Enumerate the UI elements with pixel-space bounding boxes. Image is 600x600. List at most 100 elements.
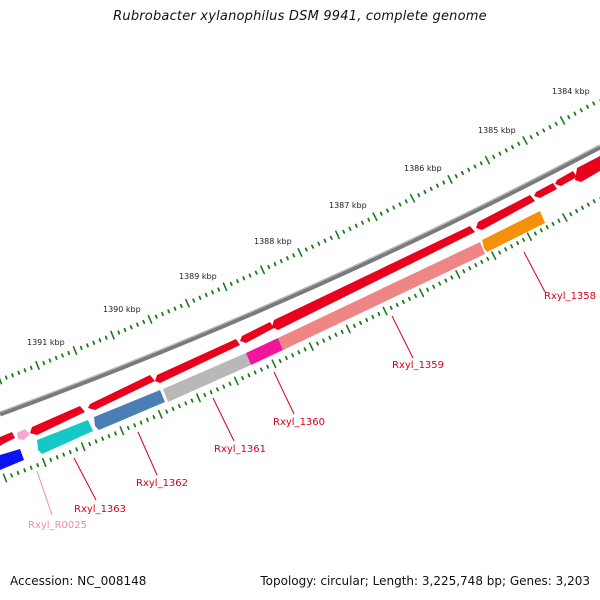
forward-gene[interactable] bbox=[555, 171, 577, 186]
major-tick bbox=[447, 175, 453, 184]
minor-tick bbox=[198, 295, 202, 300]
ruler-label: 1390 kbp bbox=[103, 305, 141, 314]
minor-tick bbox=[117, 330, 121, 335]
gene-rxyl-1358[interactable] bbox=[482, 211, 545, 252]
minor-tick bbox=[284, 355, 288, 361]
gene-rxyl-1363[interactable] bbox=[37, 420, 93, 454]
minor-tick bbox=[204, 292, 208, 298]
minor-tick bbox=[328, 335, 332, 340]
minor-tick bbox=[304, 247, 308, 252]
minor-tick bbox=[342, 229, 346, 234]
minor-tick bbox=[173, 306, 177, 311]
forward-gene[interactable] bbox=[88, 375, 155, 410]
major-tick bbox=[35, 360, 40, 371]
minor-tick bbox=[177, 403, 181, 409]
minor-tick bbox=[365, 317, 369, 323]
gene-rxyl-1362[interactable] bbox=[94, 390, 165, 430]
forward-gene[interactable] bbox=[534, 183, 557, 198]
minor-tick bbox=[377, 311, 381, 317]
minor-tick bbox=[554, 121, 558, 126]
reverse-gene-blue[interactable] bbox=[0, 449, 24, 470]
minor-tick bbox=[367, 217, 371, 222]
minor-tick bbox=[407, 296, 411, 302]
rna-gene-marker[interactable] bbox=[17, 429, 30, 440]
minor-tick bbox=[323, 238, 327, 243]
ruler-labels: 1384 kbp 1385 kbp 1386 kbp 1387 kbp 1388… bbox=[27, 87, 590, 347]
forward-gene[interactable] bbox=[240, 322, 274, 343]
gene-label-rxyl-1363: Rxyl_1363 bbox=[74, 504, 126, 515]
minor-tick bbox=[379, 211, 383, 216]
major-tick bbox=[418, 288, 425, 298]
minor-tick bbox=[203, 392, 207, 398]
minor-tick bbox=[371, 314, 375, 320]
major-tick bbox=[562, 213, 568, 222]
gene-rxyl-1360[interactable] bbox=[246, 338, 283, 365]
minor-tick bbox=[435, 183, 440, 188]
major-tick bbox=[157, 409, 163, 419]
minor-tick bbox=[86, 343, 89, 348]
minor-tick bbox=[340, 329, 344, 334]
minor-tick bbox=[348, 226, 352, 231]
minor-tick bbox=[401, 299, 405, 305]
minor-tick bbox=[184, 401, 188, 406]
major-tick bbox=[345, 324, 351, 334]
gene-rxyl-1359[interactable] bbox=[278, 242, 485, 350]
minor-tick bbox=[548, 125, 552, 130]
minor-tick bbox=[17, 370, 21, 375]
major-tick bbox=[41, 457, 47, 468]
minor-tick bbox=[303, 347, 307, 352]
minor-tick bbox=[569, 212, 573, 217]
callout-rxyl-r0025 bbox=[36, 470, 53, 516]
minor-tick bbox=[468, 266, 472, 271]
major-tick bbox=[409, 193, 416, 203]
forward-gene[interactable] bbox=[575, 156, 600, 182]
ruler-label: 1386 kbp bbox=[404, 164, 442, 173]
minor-tick bbox=[142, 319, 146, 325]
forward-gene[interactable] bbox=[30, 406, 85, 435]
minor-tick bbox=[429, 186, 433, 191]
major-tick bbox=[522, 136, 528, 145]
forward-gene[interactable] bbox=[476, 195, 535, 230]
minor-tick bbox=[545, 225, 549, 230]
major-tick bbox=[334, 230, 341, 240]
minor-tick bbox=[192, 298, 196, 303]
major-tick bbox=[233, 376, 239, 386]
major-tick bbox=[455, 269, 461, 279]
forward-gene[interactable] bbox=[272, 226, 475, 330]
gene-rxyl-1361[interactable] bbox=[163, 353, 251, 402]
minor-tick bbox=[61, 353, 64, 358]
minor-tick bbox=[92, 340, 96, 345]
minor-tick bbox=[171, 406, 175, 412]
major-tick bbox=[259, 265, 266, 275]
minor-tick bbox=[517, 141, 521, 146]
minor-tick bbox=[247, 373, 251, 378]
minor-tick bbox=[474, 262, 478, 268]
minor-tick bbox=[573, 111, 577, 116]
minor-tick bbox=[522, 237, 525, 242]
minor-tick bbox=[217, 287, 221, 292]
minor-tick bbox=[286, 256, 289, 261]
minor-tick bbox=[460, 170, 465, 176]
minor-tick bbox=[352, 323, 356, 329]
minor-tick bbox=[454, 174, 458, 179]
forward-gene[interactable] bbox=[155, 339, 240, 383]
minor-tick bbox=[165, 409, 169, 414]
minor-tick bbox=[467, 167, 471, 172]
minor-tick bbox=[167, 309, 171, 314]
inner-ruler bbox=[2, 197, 600, 483]
minor-tick bbox=[504, 148, 508, 153]
forward-gene[interactable] bbox=[0, 432, 15, 446]
minor-tick bbox=[29, 465, 33, 470]
minor-tick bbox=[179, 303, 183, 309]
gene-label-rxyl-1362: Rxyl_1362 bbox=[136, 478, 188, 489]
callout-rxyl-1358 bbox=[523, 251, 546, 293]
minor-tick bbox=[536, 131, 539, 136]
minor-tick bbox=[480, 259, 484, 265]
minor-tick bbox=[10, 473, 13, 478]
minor-tick bbox=[123, 327, 127, 333]
ruler-label: 1387 kbp bbox=[329, 201, 367, 210]
minor-tick bbox=[404, 199, 408, 204]
minor-tick bbox=[533, 231, 537, 236]
major-tick bbox=[110, 330, 115, 340]
minor-tick bbox=[444, 278, 448, 283]
